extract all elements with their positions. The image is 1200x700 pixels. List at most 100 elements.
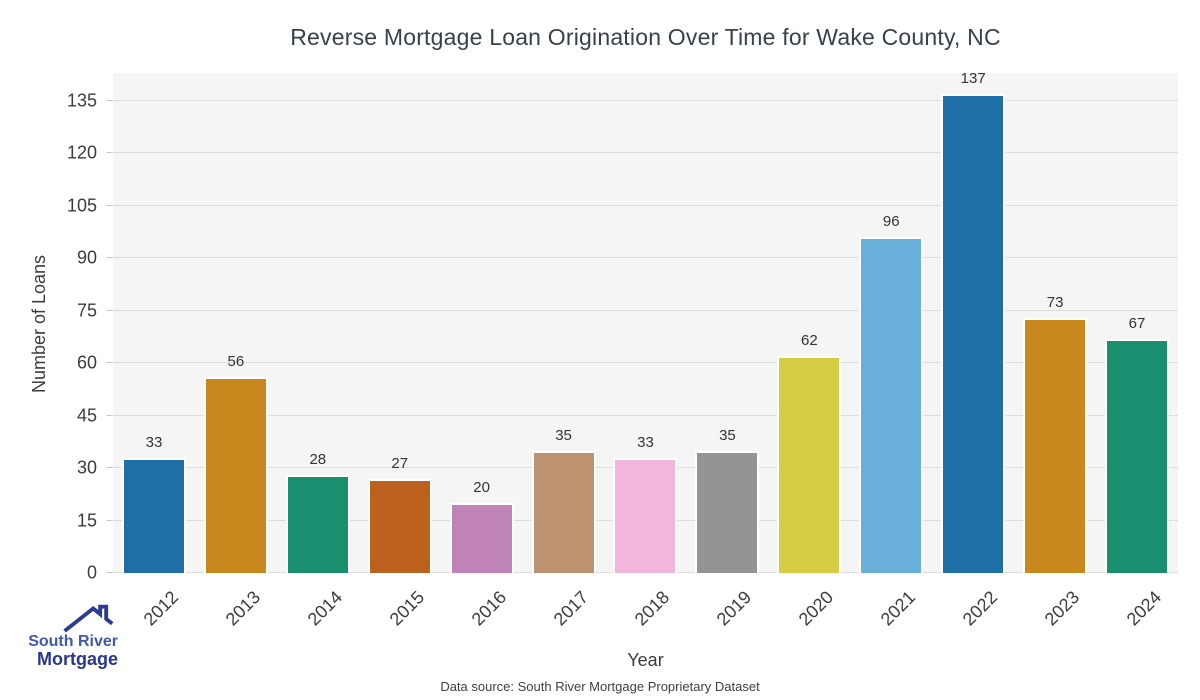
x-tick-2015: 2015	[359, 573, 441, 643]
bar-2020	[777, 356, 842, 573]
x-tick-label: 2020	[795, 587, 838, 630]
gridline	[113, 152, 1178, 154]
x-axis: 2012 2013 2014 2015 2016 2017 2018 2019 2020 2021…	[113, 573, 1178, 643]
bar-2012	[121, 457, 186, 573]
y-tick-label: 105	[66, 195, 97, 216]
y-tick-mark	[106, 519, 113, 521]
y-axis: 0 15 30 45 60 75 90 105 120 135	[0, 73, 113, 583]
y-tick-label: 15	[76, 510, 97, 531]
x-tick-2012: 2012	[113, 573, 195, 643]
x-tick-2021: 2021	[850, 573, 932, 643]
x-tick-label: 2017	[549, 587, 592, 630]
y-tick-mark	[106, 572, 113, 573]
bar-2022	[941, 93, 1006, 573]
x-tick-label: 2023	[1040, 587, 1084, 630]
logo-text-mortgage: Mortgage	[37, 649, 118, 670]
bar-2024	[1105, 338, 1170, 573]
y-tick-mark	[106, 257, 113, 259]
gridline	[113, 414, 1178, 416]
bar-value-label: 20	[473, 479, 490, 497]
y-tick-mark	[106, 99, 113, 101]
bar-2016	[449, 503, 514, 573]
bar-slot-2020: 62	[768, 73, 850, 573]
gridline	[113, 309, 1178, 311]
bar-value-label: 27	[391, 454, 409, 472]
bar-2018	[613, 457, 678, 573]
y-tick-label: 30	[76, 457, 97, 478]
bar-value-label: 67	[1128, 314, 1146, 332]
plot-area: 33 56 28 27 20 35 33 35 62 96 137 73 67	[113, 69, 1178, 573]
y-tick-mark	[106, 362, 113, 364]
bar-slot-2024: 67	[1096, 73, 1178, 573]
x-axis-title: Year	[627, 650, 664, 670]
bar-value-label: 33	[145, 433, 163, 451]
bar-slot-2019: 35	[686, 73, 768, 573]
bar-2021	[859, 237, 924, 573]
x-tick-2013: 2013	[195, 573, 277, 643]
y-tick-label: 60	[76, 352, 97, 373]
x-tick-2022: 2022	[932, 573, 1014, 643]
gridline	[113, 99, 1178, 101]
bar-series: 33 56 28 27 20 35 33 35 62 96 137 73 67	[113, 69, 1178, 573]
y-tick-label: 75	[76, 300, 97, 321]
x-tick-label: 2015	[385, 587, 428, 630]
x-tick-2016: 2016	[441, 573, 523, 643]
bar-value-label: 33	[637, 433, 654, 451]
bar-value-label: 35	[555, 426, 572, 444]
bar-value-label: 137	[960, 69, 986, 87]
bar-2023	[1023, 317, 1088, 573]
bar-2019	[695, 450, 760, 573]
x-tick-label: 2016	[467, 587, 510, 630]
x-tick-label: 2021	[876, 587, 920, 630]
gridline	[113, 204, 1178, 206]
x-tick-2024: 2024	[1096, 573, 1178, 643]
bar-value-label: 28	[309, 451, 327, 469]
bar-slot-2014: 28	[277, 73, 359, 573]
bar-2015	[367, 478, 432, 573]
x-tick-label: 2019	[713, 587, 756, 630]
x-tick-2018: 2018	[605, 573, 687, 643]
x-tick-2020: 2020	[768, 573, 850, 643]
x-tick-label: 2012	[139, 587, 183, 630]
bar-slot-2013: 56	[195, 73, 277, 573]
bar-2014	[285, 475, 350, 573]
bar-slot-2022: 137	[932, 69, 1014, 573]
bar-value-label: 56	[227, 353, 245, 371]
bar-slot-2015: 27	[359, 73, 441, 573]
chart-title: Reverse Mortgage Loan Origination Over T…	[290, 24, 1001, 50]
x-tick-label: 2014	[303, 587, 346, 630]
bar-slot-2023: 73	[1014, 73, 1096, 573]
house-roof-icon	[63, 604, 114, 633]
bar-value-label: 35	[719, 426, 736, 444]
logo-text-south-river: South River	[28, 633, 118, 650]
bar-slot-2018: 33	[605, 73, 687, 573]
bar-value-label: 96	[882, 213, 900, 231]
bar-slot-2017: 35	[523, 73, 605, 573]
brand-logo: South River Mortgage	[18, 603, 118, 669]
y-tick-label: 0	[86, 562, 97, 583]
bar-2013	[203, 377, 268, 573]
bar-slot-2016: 20	[441, 73, 523, 573]
data-source-note: Data source: South River Mortgage Propri…	[440, 679, 760, 694]
y-tick-mark	[106, 204, 113, 206]
x-tick-label: 2018	[631, 587, 674, 630]
bar-value-label: 62	[800, 332, 818, 350]
y-tick-label: 45	[76, 405, 97, 426]
y-tick-mark	[106, 309, 113, 311]
bar-slot-2012: 33	[113, 73, 195, 573]
bar-value-label: 73	[1046, 293, 1064, 311]
y-tick-label: 135	[66, 90, 97, 111]
y-tick-label: 90	[76, 247, 97, 268]
y-tick-mark	[106, 414, 113, 416]
x-tick-label: 2024	[1122, 587, 1166, 630]
gridline	[113, 362, 1178, 364]
y-tick-mark	[106, 467, 113, 469]
bar-2017	[531, 450, 596, 573]
y-tick-mark	[106, 152, 113, 154]
x-tick-2017: 2017	[523, 573, 605, 643]
x-tick-2023: 2023	[1014, 573, 1096, 643]
x-tick-label: 2022	[958, 587, 1002, 630]
x-tick-label: 2013	[221, 587, 265, 630]
x-tick-2019: 2019	[686, 573, 768, 643]
